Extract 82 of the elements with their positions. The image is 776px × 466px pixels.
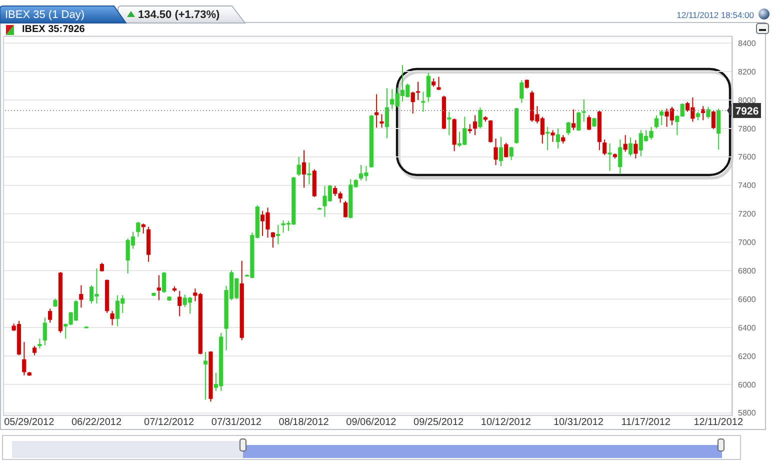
candlestick <box>141 223 146 234</box>
candlestick <box>374 94 379 128</box>
y-tick-label: 7200 <box>738 210 756 219</box>
y-tick-label: 8000 <box>738 96 756 105</box>
candlestick <box>623 134 628 152</box>
candlestick <box>618 139 622 175</box>
candlestick <box>654 114 658 129</box>
candlestick <box>504 142 508 158</box>
candlestick <box>343 200 348 218</box>
candlestick <box>566 121 570 136</box>
y-tick-label: 5800 <box>738 408 756 418</box>
ref-line-label: 7926 <box>735 105 759 118</box>
candlestick <box>716 108 721 150</box>
candlestick <box>296 156 301 176</box>
candlestick <box>436 76 441 91</box>
y-tick-label: 6600 <box>738 294 756 304</box>
candlestick <box>426 72 430 102</box>
y-tick-label: 6000 <box>738 380 756 390</box>
candlestick <box>204 351 208 400</box>
y-tick-label: 6800 <box>738 266 756 276</box>
text: IBEX 35:7926 <box>22 24 85 36</box>
candlestick <box>48 308 52 324</box>
candlestick <box>587 114 592 131</box>
x-tick-label: 08/18/2012 <box>278 417 330 428</box>
candlestick <box>556 128 560 149</box>
candlestick <box>307 162 312 185</box>
candlestick <box>110 310 114 326</box>
x-tick-label: 07/31/2012 <box>211 417 262 428</box>
x-tick-label: 09/25/2012 <box>414 417 464 428</box>
candlestick <box>706 106 710 119</box>
y-tick-label: 7400 <box>738 181 756 190</box>
x-tick-label: 10/12/2012 <box>480 417 532 428</box>
candlestick <box>494 138 498 166</box>
candlestick <box>509 146 514 161</box>
candlestick <box>136 221 140 238</box>
x-tick-label: 09/06/2012 <box>346 417 397 428</box>
candlestick <box>276 224 280 245</box>
candlestick <box>380 114 384 128</box>
candlestick <box>478 107 482 129</box>
candlestick <box>711 110 716 130</box>
candlestick <box>701 106 706 121</box>
candlestick <box>571 109 576 131</box>
candlestick <box>156 274 161 301</box>
x-tick-label: 10/31/2012 <box>553 417 604 428</box>
candlestick <box>628 137 633 157</box>
candlestick <box>608 143 612 172</box>
y-tick-label: 7000 <box>738 238 756 248</box>
candlestick <box>178 290 182 317</box>
candlestick <box>498 136 504 167</box>
x-tick-label: 07/12/2012 <box>144 417 195 428</box>
candlestick <box>602 139 607 156</box>
candlestick <box>42 317 47 346</box>
candlestick <box>488 120 493 144</box>
candlestick <box>550 130 555 142</box>
y-tick-label: 7600 <box>738 152 756 162</box>
candlestick <box>32 345 37 356</box>
x-tick-label: 06/22/2012 <box>71 417 122 428</box>
candlestick <box>472 114 478 136</box>
chart-title: IBEX 35 (1 Day) <box>5 8 84 23</box>
candlestick <box>384 88 389 139</box>
x-tick-label: 05/29/2012 <box>4 417 55 428</box>
chart-subtitle: 134.50 (+1.73%) <box>138 8 220 23</box>
candlestick <box>421 91 426 112</box>
candlestick <box>22 341 26 376</box>
y-tick-label: 8200 <box>738 67 756 76</box>
candlestick <box>634 140 638 159</box>
y-tick-label: 6400 <box>738 323 756 332</box>
candlestick <box>447 111 452 136</box>
candlestick <box>520 80 524 104</box>
y-tick-label: 7800 <box>738 124 756 134</box>
candlestick <box>468 124 472 134</box>
candlestick <box>79 284 84 308</box>
y-tick-label: 6200 <box>738 352 756 361</box>
x-tick-label: 11/17/2012 <box>621 417 671 428</box>
candlestick <box>660 110 664 126</box>
candlestick <box>302 150 306 188</box>
x-tick-label: 12/11/2012 <box>694 417 744 428</box>
candlestick <box>162 271 166 294</box>
candlestick <box>270 231 275 248</box>
candlestick <box>38 338 42 350</box>
y-tick-label: 8400 <box>738 38 756 48</box>
text: 12/11/2012 18:54:00 <box>676 10 754 21</box>
